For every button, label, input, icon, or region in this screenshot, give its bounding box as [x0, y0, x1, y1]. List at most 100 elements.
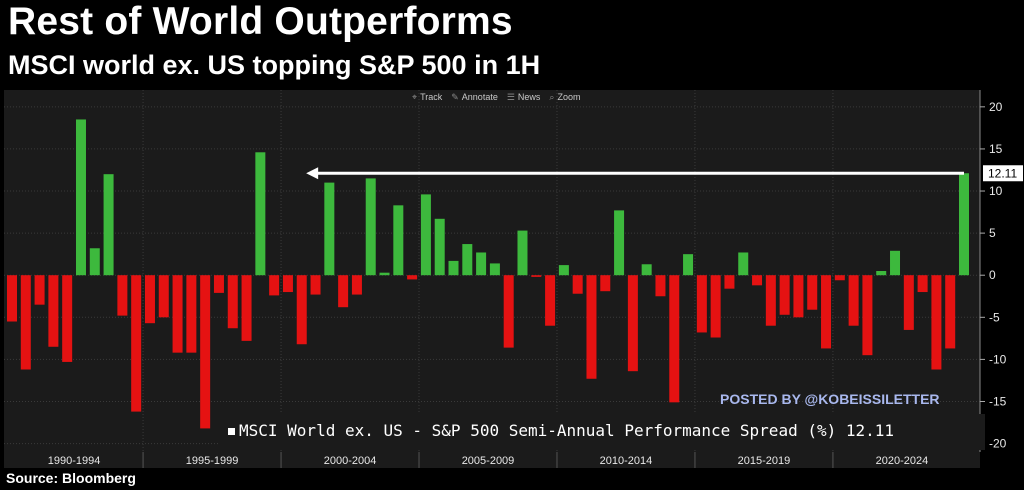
bar — [683, 254, 694, 276]
bar — [600, 275, 611, 292]
legend-box — [220, 414, 985, 450]
bar — [476, 252, 487, 276]
bar — [365, 178, 376, 276]
bar — [213, 275, 224, 293]
magnifier-icon: ⌕ — [549, 92, 555, 102]
bar — [917, 275, 928, 293]
bar — [696, 275, 707, 333]
bar — [876, 271, 887, 276]
bar — [420, 194, 431, 276]
bar — [807, 275, 818, 310]
x-tick-label: 2010-2014 — [600, 455, 653, 467]
bar — [75, 119, 86, 276]
toolbar-annotate-button[interactable]: ✎ Annotate — [451, 92, 498, 103]
y-tick-label: 15 — [989, 142, 1003, 156]
bar — [821, 275, 832, 349]
bar — [655, 275, 666, 297]
y-tick-label: -15 — [989, 394, 1007, 408]
bar — [779, 275, 790, 315]
bar — [738, 252, 749, 276]
bar — [186, 275, 197, 353]
x-tick-label: 2015-2019 — [738, 455, 791, 467]
bar — [434, 218, 445, 276]
chart-title: Rest of World Outperforms — [8, 0, 513, 43]
bar — [931, 275, 942, 370]
bar — [48, 275, 59, 347]
bar — [241, 275, 252, 341]
bar — [89, 248, 100, 276]
toolbar-track-button[interactable]: ⌖ Track — [412, 92, 442, 103]
bar — [586, 275, 597, 379]
bar — [724, 275, 735, 289]
bar — [379, 272, 390, 276]
toolbar-zoom-button[interactable]: ⌕ Zoom — [549, 92, 580, 103]
x-tick-label: 2020-2024 — [876, 455, 929, 467]
bar — [172, 275, 183, 353]
bar — [903, 275, 914, 330]
bar — [752, 275, 763, 286]
source-note: Source: Bloomberg — [6, 470, 136, 486]
legend-marker — [228, 428, 235, 435]
news-icon: ☰ — [506, 92, 515, 102]
bar — [890, 250, 901, 276]
bar — [200, 275, 211, 429]
bar — [517, 230, 528, 276]
toolbar-label: Zoom — [557, 92, 581, 102]
y-tick-label: -20 — [989, 437, 1007, 451]
bar — [103, 174, 114, 276]
pencil-icon: ✎ — [451, 92, 459, 102]
y-tick-label: 20 — [989, 100, 1003, 114]
toolbar-label: News — [517, 92, 541, 102]
y-tick-label: -5 — [989, 310, 1000, 324]
legend-value: 12.11 — [845, 421, 895, 440]
y-tick-label: 0 — [989, 268, 996, 282]
bar — [834, 275, 845, 281]
bar — [848, 275, 859, 326]
bar — [393, 205, 404, 276]
last-value-box — [983, 165, 1023, 182]
bar — [310, 275, 321, 295]
bar — [227, 275, 238, 329]
x-tick-label: 1990-1994 — [48, 455, 101, 467]
chart-toolbar: ⌖ Track ✎ Annotate ☰ News ⌕ Zoom — [412, 92, 589, 103]
bar — [282, 275, 293, 293]
bar — [531, 275, 542, 277]
legend-label: MSCI World ex. US - S&P 500 Semi-Annual … — [239, 421, 837, 440]
bar — [710, 275, 721, 338]
bar — [627, 275, 638, 372]
legend: MSCI World ex. US - S&P 500 Semi-Annual … — [228, 421, 894, 440]
bar — [862, 275, 873, 356]
x-axis-band — [4, 452, 980, 468]
watermark: POSTED BY @KOBEISSILETTER — [720, 391, 940, 407]
y-tick-label: 5 — [989, 226, 996, 240]
x-tick-label: 2000-2004 — [324, 455, 377, 467]
toolbar-news-button[interactable]: ☰ News — [507, 92, 541, 103]
bar — [255, 152, 266, 276]
toolbar-label: Track — [420, 92, 443, 102]
bar — [448, 260, 459, 276]
bar — [351, 275, 362, 295]
bar — [793, 275, 804, 318]
bar — [572, 275, 583, 294]
x-tick-label: 2005-2009 — [462, 455, 515, 467]
chart-subtitle: MSCI world ex. US topping S&P 500 in 1H — [8, 50, 541, 80]
y-tick-label: -10 — [989, 352, 1007, 366]
bar — [462, 244, 473, 276]
bar — [324, 182, 335, 276]
bar — [503, 275, 514, 348]
bar — [545, 275, 556, 326]
bar — [62, 275, 73, 362]
toolbar-label: Annotate — [461, 92, 498, 102]
bar — [959, 173, 969, 276]
y-tick-label: 10 — [989, 184, 1003, 198]
bar — [489, 263, 500, 276]
bar — [117, 275, 128, 316]
bar — [269, 275, 280, 296]
bar — [7, 275, 17, 322]
last-value-label: 12.11 — [988, 166, 1017, 180]
bar — [338, 275, 349, 308]
bar — [765, 275, 776, 326]
bar — [131, 275, 142, 412]
bar — [558, 265, 569, 276]
bar — [34, 275, 45, 305]
